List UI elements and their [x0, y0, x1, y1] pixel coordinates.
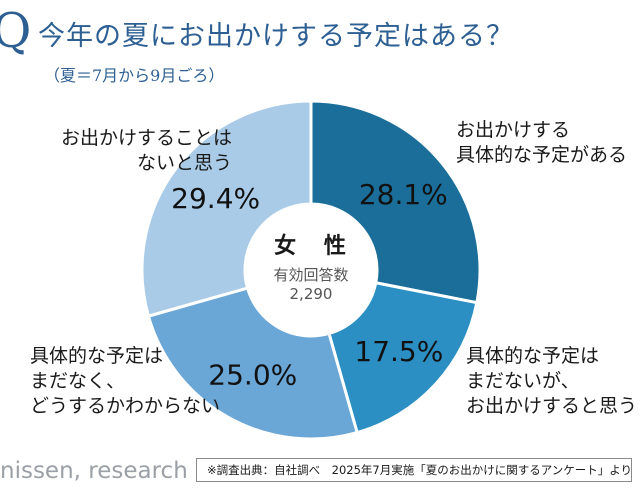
slice-label-2: 具体的な予定は まだなく、 どうするかわからない — [30, 345, 221, 417]
pie-slice-0 — [309, 99, 482, 305]
center-title: 女 性 — [274, 234, 356, 259]
question-subtitle: （夏＝7月から9月ごろ） — [44, 66, 225, 85]
donut-hole — [246, 205, 376, 335]
question-title: 今年の夏にお出かけする予定はある？ — [38, 21, 514, 52]
pie-slice-1 — [327, 281, 479, 435]
pie-slice-3 — [140, 99, 313, 318]
slice-value-label-1: 17.5% — [354, 335, 443, 368]
slice-label-1: 具体的な予定は まだないが、 お出かけすると思う — [466, 345, 638, 417]
slice-value-label-2: 25.0% — [208, 358, 297, 391]
donut-center: 女 性 有効回答数 2,290 — [246, 228, 376, 303]
slice-label-3: お出かけすることは ないと思う — [60, 127, 232, 174]
slice-label-0: お出かけする 具体的な予定がある — [456, 119, 628, 166]
brand-logo: nissen, research — [0, 458, 188, 484]
center-n-value: 2,290 — [289, 285, 333, 303]
slice-value-label-0: 28.1% — [359, 178, 448, 211]
source-note: ※調査出典：自社調べ 2025年7月実施「夏のお出かけに関するアンケート」より — [196, 458, 632, 482]
pie-slice-2 — [146, 286, 359, 441]
slice-value-label-3: 29.4% — [171, 182, 260, 215]
question-mark-q: Q — [0, 3, 32, 59]
center-n-label: 有効回答数 — [273, 266, 349, 284]
